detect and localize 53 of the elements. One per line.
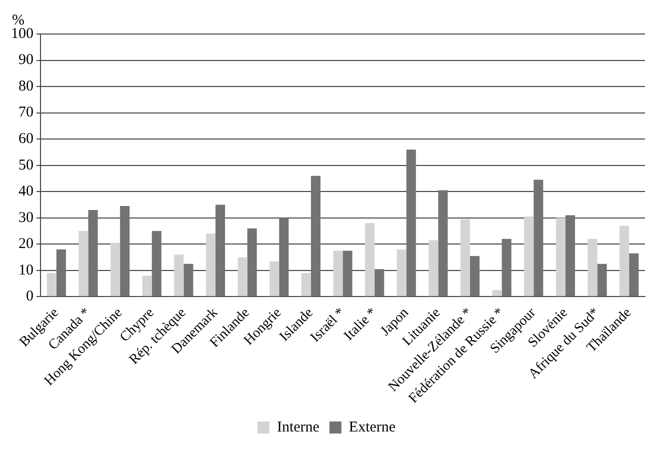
bar: [270, 261, 280, 296]
y-axis-title: %: [12, 12, 24, 28]
bar: [310, 176, 320, 296]
bar: [152, 231, 162, 296]
bar: [406, 150, 416, 296]
bar: [629, 253, 639, 296]
bar: [428, 240, 438, 296]
y-tick-label: 70: [18, 104, 34, 121]
x-tick-label: Italie *: [342, 305, 380, 344]
bar: [215, 204, 226, 296]
bar: [396, 249, 406, 296]
bar: [556, 218, 566, 296]
y-tick-label: 10: [18, 262, 34, 278]
bar: [620, 226, 630, 296]
bar: [565, 215, 576, 296]
bar: [247, 228, 257, 296]
bar: [534, 180, 544, 296]
bar: [88, 210, 98, 296]
bar: [110, 242, 120, 296]
y-tick-label: 90: [18, 52, 34, 68]
bar: [438, 190, 448, 296]
bar: [142, 276, 152, 296]
bar: [460, 219, 470, 296]
bar: [374, 269, 384, 296]
bar: [78, 231, 88, 296]
bar: [333, 250, 343, 296]
legend-label: Interne: [276, 419, 320, 436]
y-tick-label: 60: [18, 131, 34, 148]
bar: [492, 290, 502, 296]
y-tick-label: 50: [18, 157, 34, 174]
y-tick-label: 30: [18, 210, 34, 226]
y-tick-label: 100: [11, 26, 34, 42]
bar: [502, 238, 512, 296]
y-tick-label: 20: [18, 236, 34, 252]
bar: [301, 273, 311, 296]
bar: [470, 256, 480, 296]
bar: [120, 206, 130, 296]
bar: [174, 254, 184, 296]
bar: [184, 264, 194, 296]
y-tick-label: 40: [18, 184, 34, 200]
bar: [588, 238, 598, 296]
bar: [524, 216, 534, 296]
y-tick-label: 80: [18, 78, 34, 94]
bar: [597, 264, 607, 296]
bar: [342, 250, 352, 296]
bar: [206, 234, 216, 296]
legend-label: Externe: [348, 419, 396, 436]
bar: [279, 218, 289, 296]
bar: [56, 249, 66, 296]
bar: [238, 257, 248, 296]
y-tick-label: 0: [26, 288, 34, 305]
bar: [365, 223, 375, 296]
bar: [46, 273, 56, 296]
